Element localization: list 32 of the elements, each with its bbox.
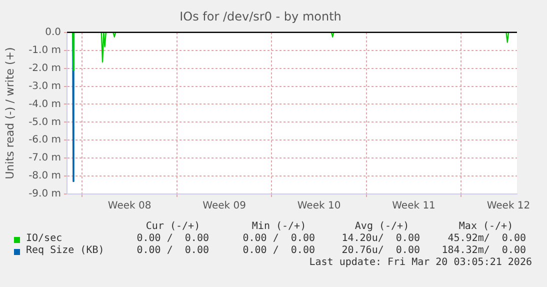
y-tick-label: -5.0 m <box>28 116 61 128</box>
x-tick-label: Week 08 <box>108 200 152 212</box>
y-tick-label: -9.0 m <box>28 188 61 200</box>
x-tick-label: Week 11 <box>392 200 436 212</box>
text: Cur (-/+) <box>144 221 202 232</box>
text: 0.00 / 0.00 <box>242 245 315 256</box>
y-tick-label: -6.0 m <box>28 134 61 146</box>
y-tick-label: -3.0 m <box>28 80 61 92</box>
x-tick-label: Week 09 <box>202 200 246 212</box>
text: Max (-/+) <box>458 221 514 232</box>
chart-title: IOs for /dev/sr0 - by month <box>180 9 342 24</box>
y-tick-label: 0.0 <box>45 26 61 38</box>
y-tick-label: -8.0 m <box>28 170 61 182</box>
y-axis-title: Units read (-) / write (+) <box>3 47 16 180</box>
text: 20.76u/ 0.00 <box>342 245 420 256</box>
text: 184.32m/ 0.00 <box>442 245 526 256</box>
text: 45.92m/ 0.00 <box>448 233 526 244</box>
text: Min (-/+) <box>250 221 308 232</box>
legend-label: Req Size (KB) <box>26 245 104 256</box>
text: 14.20u/ 0.00 <box>342 233 420 244</box>
y-tick-label: -1.0 m <box>28 44 61 56</box>
legend-label: IO/sec <box>26 233 62 244</box>
text: 0.00 / 0.00 <box>136 233 209 244</box>
y-tick-label: -2.0 m <box>28 62 61 74</box>
x-tick-label: Week 12 <box>486 200 530 212</box>
text: Avg (-/+) <box>354 221 410 232</box>
text: Last update: Fri Mar 20 03:05:21 2026 <box>309 257 532 268</box>
text: 0.00 / 0.00 <box>242 233 315 244</box>
x-tick-label: Week 10 <box>297 200 341 212</box>
y-tick-label: -7.0 m <box>28 152 61 164</box>
text: 0.00 / 0.00 <box>136 245 209 256</box>
y-tick-label: -4.0 m <box>28 98 61 110</box>
